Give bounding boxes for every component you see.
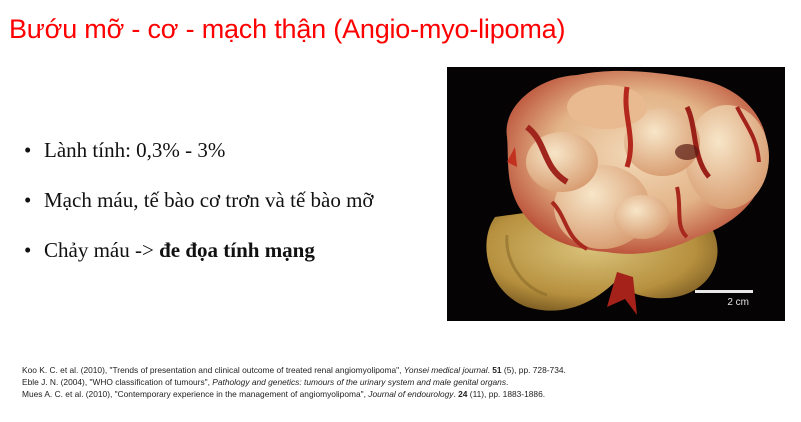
bullet-text: Chảy máu -> [44, 238, 160, 262]
reference-text: Eble J. N. (2004), "WHO classification o… [22, 377, 213, 387]
bullet-item: • Mạch máu, tế bào cơ trơn và tế bào mỡ [22, 188, 374, 238]
bullet-item: • Chảy máu -> đe đọa tính mạng [22, 238, 374, 288]
reference-text: Koo K. C. et al. (2010), "Trends of pres… [22, 365, 404, 375]
bullet-bold-text: đe đọa tính mạng [159, 238, 315, 262]
reference-text: Mues A. C. et al. (2010), "Contemporary … [22, 389, 369, 399]
scale-bar [695, 290, 753, 293]
reference-separator: . [453, 389, 459, 399]
reference-volume: 24 [458, 389, 468, 399]
specimen-photo: 2 cm [447, 67, 785, 321]
reference-journal: Journal of endourology [368, 389, 454, 399]
reference-item: Mues A. C. et al. (2010), "Contemporary … [22, 388, 566, 400]
bullet-list: • Lành tính: 0,3% - 3% • Mạch máu, tế bà… [22, 138, 374, 288]
reference-item: Koo K. C. et al. (2010), "Trends of pres… [22, 364, 566, 376]
bullet-dot: • [24, 188, 32, 212]
reference-separator: . [487, 365, 493, 375]
references: Koo K. C. et al. (2010), "Trends of pres… [22, 364, 566, 400]
reference-separator: . [506, 377, 509, 387]
slide-title: Bướu mỡ - cơ - mạch thận (Angio-myo-lipo… [9, 14, 566, 44]
bullet-item: • Lành tính: 0,3% - 3% [22, 138, 374, 188]
reference-journal: Pathology and genetics: tumours of the u… [212, 377, 507, 387]
reference-volume: 51 [492, 365, 502, 375]
bullet-dot: • [24, 138, 32, 162]
reference-pages: (5), pp. 728-734. [501, 365, 566, 375]
scale-label: 2 cm [727, 297, 749, 308]
reference-item: Eble J. N. (2004), "WHO classification o… [22, 376, 566, 388]
reference-pages: (11), pp. 1883-1886. [467, 389, 546, 399]
bullet-text: Mạch máu, tế bào cơ trơn và tế bào mỡ [44, 188, 374, 212]
reference-journal: Yonsei medical journal [403, 365, 488, 375]
bullet-dot: • [24, 238, 32, 262]
bullet-text: Lành tính: 0,3% - 3% [44, 138, 226, 162]
specimen-illustration [486, 70, 769, 315]
